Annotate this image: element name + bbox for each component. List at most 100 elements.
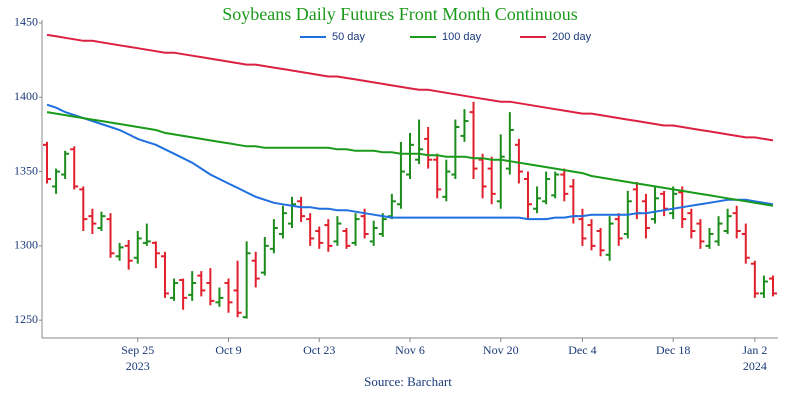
source-note: Source: Barchart <box>364 374 452 389</box>
ohlc-bar <box>378 213 387 237</box>
x-tick-year: 2023 <box>126 359 150 373</box>
x-tick-label: Nov 6 <box>395 343 425 357</box>
ohlc-bar <box>43 141 51 184</box>
ohlc-bar <box>687 208 696 239</box>
ohlc-bar <box>433 153 442 199</box>
ohlc-bar <box>324 219 333 252</box>
ohlc-bar <box>669 186 678 220</box>
ohlc-bar <box>333 216 342 246</box>
ohlc-bar <box>197 271 206 297</box>
ohlc-bar <box>478 153 487 199</box>
x-tick-label: Oct 9 <box>215 343 241 357</box>
ohlc-bar <box>124 239 133 270</box>
y-tick-label: 1250 <box>14 312 38 326</box>
ohlc-bar <box>306 213 315 246</box>
legend-label: 100 day <box>442 31 482 43</box>
ohlc-bar <box>115 242 124 261</box>
ohlc-bar <box>741 223 750 264</box>
ohlc-bar <box>351 213 360 246</box>
ohlc-bar <box>315 226 324 249</box>
x-tick-label: Oct 23 <box>303 343 335 357</box>
ohlc-bar <box>406 132 414 179</box>
ohlc-bar <box>97 211 106 232</box>
x-tick-label: Dec 4 <box>568 343 596 357</box>
ohlc-bar <box>469 101 478 179</box>
ohlc-bar <box>460 109 469 142</box>
ohlc-bar <box>269 219 278 254</box>
ohlc-bar <box>651 186 660 224</box>
ohlc-bar <box>61 150 70 179</box>
ohlc-bar <box>705 228 714 249</box>
ohlc-bar <box>660 190 669 217</box>
ohlc-bar <box>151 241 160 269</box>
ohlc-bar <box>714 216 723 246</box>
ohlc-bar <box>260 236 269 276</box>
ohlc-bar <box>514 138 523 184</box>
ohlc-bar <box>551 171 560 199</box>
ohlc-bar <box>242 241 251 319</box>
ohlc-bar <box>52 168 61 194</box>
ohlc-bar <box>387 193 396 220</box>
ohlc-bar <box>79 186 88 232</box>
ohlc-bar <box>233 260 242 318</box>
moving-average-line <box>46 103 774 221</box>
ohlc-bar <box>596 228 605 257</box>
ohlc-bar <box>415 119 424 165</box>
ohlc-bar <box>560 168 569 202</box>
ohlc-bar <box>206 268 215 306</box>
ohlc-bar <box>297 196 306 223</box>
y-tick-label: 1400 <box>14 89 38 103</box>
ohlc-bar <box>106 213 115 258</box>
ohlc-bar <box>641 193 650 239</box>
legend-label: 200 day <box>552 31 592 43</box>
ohlc-bar <box>278 205 287 239</box>
ohlc-bar <box>732 205 741 239</box>
ohlc-bar <box>224 278 233 313</box>
ohlc-bar <box>170 278 179 301</box>
ohlc-bar <box>505 112 514 175</box>
ohlc-bar <box>142 223 151 246</box>
ohlc-bar <box>750 260 759 298</box>
ohlc-bar <box>496 134 505 209</box>
ohlc-bar <box>533 186 542 214</box>
legend-label: 50 day <box>332 31 366 43</box>
ohlc-bar <box>696 219 705 249</box>
ohlc-bar <box>442 159 451 202</box>
ohlc-bar <box>614 213 623 246</box>
ohlc-bar <box>451 119 460 179</box>
ohlc-bar <box>188 271 197 301</box>
y-tick-label: 1300 <box>14 238 38 252</box>
ohlc-bar <box>487 156 496 205</box>
x-tick-label: Sep 25 <box>121 343 154 357</box>
ohlc-bar <box>160 251 169 298</box>
x-tick-label: Nov 20 <box>483 343 519 357</box>
ohlc-bar <box>288 196 297 229</box>
ohlc-bar <box>578 208 587 246</box>
ohlc-bar <box>523 171 532 220</box>
moving-average-line <box>46 33 774 142</box>
ohlc-bar <box>70 146 79 190</box>
ohlc-bar <box>88 208 97 234</box>
ohlc-bar <box>769 275 777 297</box>
y-tick-label: 1450 <box>14 15 38 29</box>
ohlc-bar <box>542 171 551 205</box>
ohlc-bar <box>587 219 596 251</box>
ohlc-bar <box>251 251 260 288</box>
ohlc-bar <box>133 231 142 264</box>
ohlc-bar <box>369 220 378 246</box>
ohlc-bar <box>424 126 433 169</box>
ohlc-bar <box>215 287 224 307</box>
ohlc-bar <box>759 275 768 298</box>
chart-title: Soybeans Daily Futures Front Month Conti… <box>222 4 578 24</box>
ohlc-bar <box>396 141 405 209</box>
ohlc-bar <box>342 228 351 249</box>
x-tick-label: Dec 18 <box>656 343 690 357</box>
x-tick-label: Jan 2 <box>742 343 767 357</box>
ohlc-bar <box>179 278 188 310</box>
moving-average-line <box>46 111 774 207</box>
ohlc-bar <box>605 216 614 261</box>
ohlc-bar <box>723 208 732 234</box>
y-tick-label: 1350 <box>14 163 38 177</box>
x-tick-year: 2024 <box>743 359 767 373</box>
